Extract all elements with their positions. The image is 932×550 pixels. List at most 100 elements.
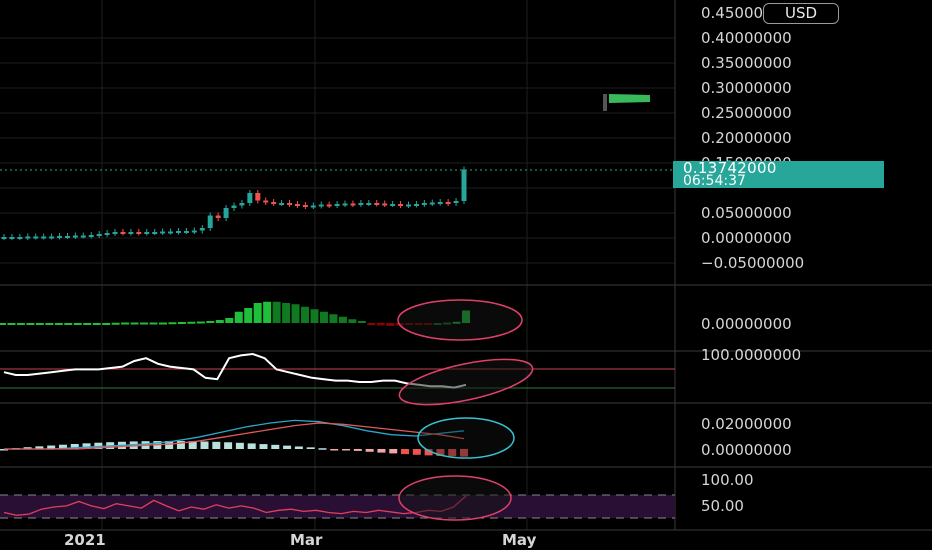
candle [199,228,205,231]
candle [215,215,221,218]
candle [382,203,388,206]
candle [88,235,94,237]
candle [175,231,181,233]
histogram-bar [225,318,234,323]
macd-histogram-bar [0,449,8,451]
histogram-bar [35,323,44,325]
histogram-bar [187,321,196,324]
histogram-bar [102,323,111,325]
candle [350,203,356,206]
pane5-tick-0: 100.00 [701,471,754,489]
candle [437,202,443,204]
signal-line[interactable] [4,422,465,450]
time-axis[interactable]: 2021 Mar May [64,531,537,549]
pane4-tick-0: 0.02000000 [701,415,792,433]
candle [279,203,285,205]
macd-histogram-bar [259,444,268,449]
histogram-bar [111,322,120,325]
annotation-ellipse-3[interactable] [417,417,515,459]
histogram-bar [301,306,310,323]
flag-marker[interactable] [603,94,650,111]
histogram-bar [244,308,253,323]
pane4-tick-1: 0.00000000 [701,441,792,459]
candle [144,232,150,234]
candle [168,231,174,234]
annotation-ellipse-4[interactable] [398,475,512,521]
candle [342,203,348,206]
histogram-bar [0,323,6,325]
pane2-tick-0: 0.00000000 [701,315,792,333]
candle [41,236,47,239]
candle [104,233,110,235]
histogram-bar [338,316,347,323]
candle [334,204,340,206]
price-axis[interactable]: 0.45000000 0.40000000 0.35000000 0.30000… [701,4,804,515]
histogram-bar [83,323,92,325]
candle [231,205,237,208]
price-tick-9: −0.05000000 [701,254,804,272]
candle [183,231,189,233]
histogram-bar [54,323,63,325]
macd-histogram-bar [353,449,362,451]
candlestick-series[interactable] [1,166,467,241]
macd-histogram-bar [448,449,457,457]
currency-label: USD [784,4,818,22]
histogram-bar [196,321,205,324]
price-tick-1: 0.40000000 [701,29,792,47]
histogram-bar [177,322,186,324]
candle [49,236,55,239]
candle [255,193,261,201]
macd-histogram-bar [212,441,221,449]
annotation-ellipse-1[interactable] [397,299,523,341]
candle [421,203,427,205]
candle [57,236,63,238]
histogram-bar [263,301,272,323]
histogram-bar [16,323,25,325]
histogram-bar [310,309,319,323]
macd-histogram-bar [165,441,174,449]
candle [405,204,411,207]
macd-histogram-bar [306,447,315,449]
macd-histogram-bar [401,449,410,455]
histogram-bar [158,322,167,325]
macd-histogram-bar [460,449,468,457]
candle [263,200,269,203]
macd-histogram-bar [283,445,292,449]
candle [112,232,118,234]
macd-histogram-bar [70,443,79,449]
currency-selector[interactable]: USD [763,3,839,24]
histogram-bar [215,320,224,323]
candle [461,169,467,201]
macd-histogram-bar [224,442,233,449]
annotation-ellipse-2[interactable] [396,350,537,413]
histogram-bar [376,323,385,326]
candle [64,236,70,238]
macd-histogram-bar [82,443,91,449]
rsi-line[interactable] [3,352,467,389]
candle [413,204,419,206]
macd-line[interactable] [4,419,465,450]
candle [453,201,459,203]
histogram-bar [348,319,357,323]
candle [96,234,102,236]
candle [247,193,253,203]
candle [120,232,126,234]
histogram-bar [272,301,281,323]
macd-histogram-bar [342,449,351,451]
macd-histogram-bar [47,445,56,449]
candle [17,237,23,239]
macd-histogram-bar [23,447,32,449]
rsi2-line[interactable] [3,495,467,516]
pane-separators[interactable] [0,0,932,531]
last-price-value: 0.13742000 [683,159,777,177]
macd-histogram-bar [271,444,280,449]
price-tick-2: 0.35000000 [701,54,792,72]
candle [191,230,197,233]
histogram-bar [130,322,139,325]
rsi2-band [0,495,675,518]
pane3-tick-0: 100.0000000 [701,346,801,364]
time-tick-may: May [502,531,537,549]
histogram-bar [367,323,376,325]
candle [302,205,308,207]
